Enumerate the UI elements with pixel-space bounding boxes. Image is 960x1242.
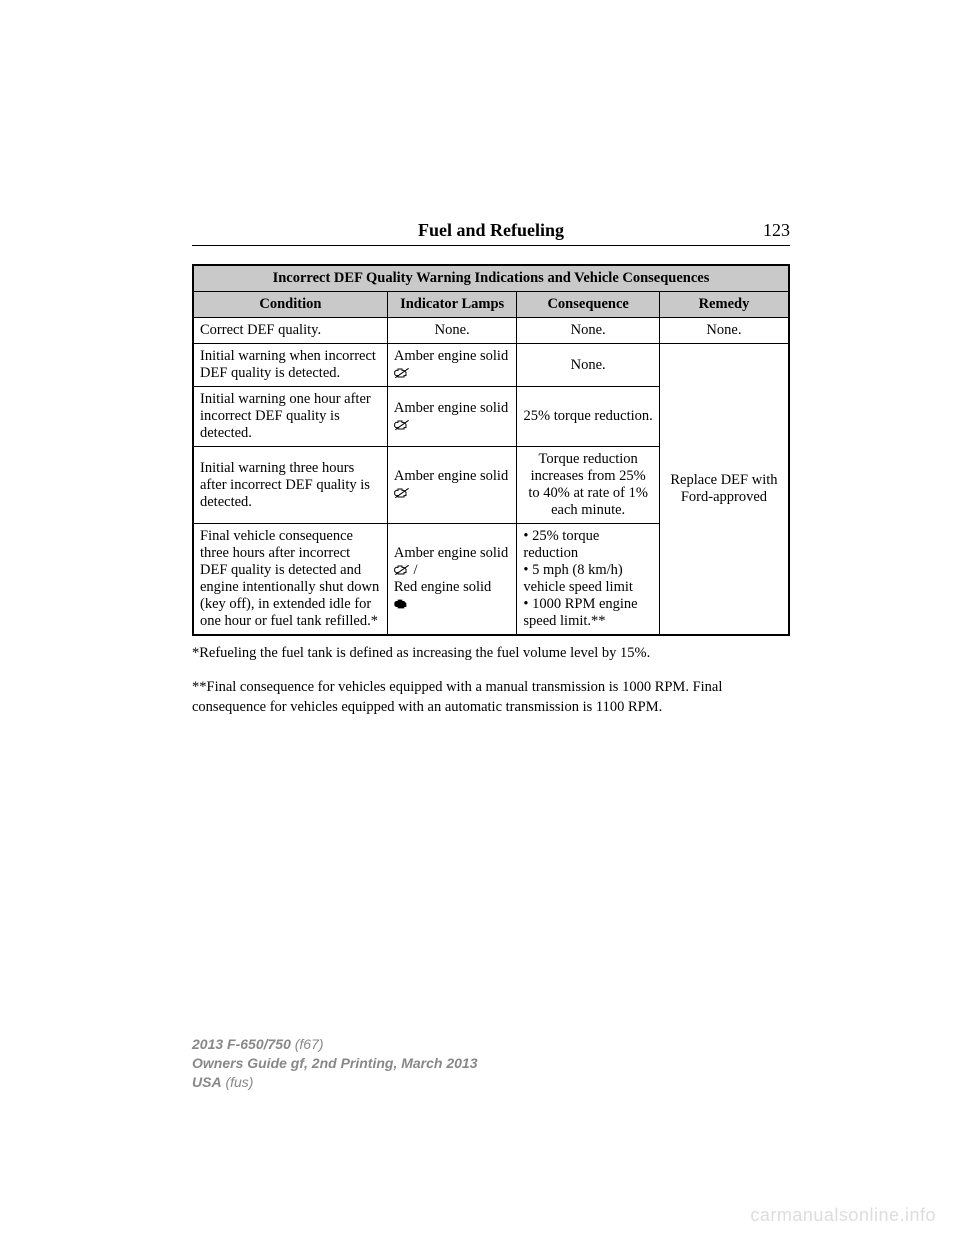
cell-indicator: Amber engine solid [387,344,517,387]
cell-consequence: None. [517,318,660,344]
footer-region-code: (fus) [222,1074,254,1090]
table-row: Initial warning when incorrect DEF quali… [193,344,789,387]
col-header-indicator: Indicator Lamps [387,292,517,318]
consequence-item: 25% torque reduction [523,528,653,562]
cell-condition: Final vehicle consequence three hours af… [193,524,387,636]
cell-consequence: 25% torque reduction. [517,387,660,447]
indicator-text: Amber engine solid [394,400,508,416]
engine-solid-icon [394,596,410,613]
cell-indicator: None. [387,318,517,344]
indicator-text: Amber engine solid [394,545,508,561]
watermark: carmanualsonline.info [750,1205,936,1226]
col-header-consequence: Consequence [517,292,660,318]
consequence-item: 1000 RPM engine speed limit.** [523,596,653,630]
footer-line-1: 2013 F-650/750 (f67) [192,1035,478,1054]
cell-indicator: Amber engine solid / Red engine solid [387,524,517,636]
indicator-sep: / [413,562,417,578]
engine-outline-icon [394,485,410,502]
cell-consequence: None. [517,344,660,387]
cell-remedy: None. [659,318,789,344]
cell-consequence: 25% torque reduction 5 mph (8 km/h) vehi… [517,524,660,636]
cell-condition: Initial warning three hours after incorr… [193,447,387,524]
footer-line-3: USA (fus) [192,1073,478,1092]
engine-outline-icon [394,417,410,434]
col-header-condition: Condition [193,292,387,318]
page-content: Fuel and Refueling 123 Incorrect DEF Qua… [0,0,960,717]
table-row: Correct DEF quality. None. None. None. [193,318,789,344]
cell-condition: Initial warning one hour after incorrect… [193,387,387,447]
cell-indicator: Amber engine solid [387,387,517,447]
section-title: Fuel and Refueling [242,220,740,241]
footer-code: (f67) [291,1036,324,1052]
col-header-remedy: Remedy [659,292,789,318]
engine-outline-icon [394,365,410,382]
page-footer: 2013 F-650/750 (f67) Owners Guide gf, 2n… [192,1035,478,1092]
footnote-2: **Final consequence for vehicles equippe… [192,678,790,717]
cell-remedy-span: Replace DEF with Ford-approved [659,344,789,636]
cell-condition: Correct DEF quality. [193,318,387,344]
cell-consequence: Torque reduction increases from 25% to 4… [517,447,660,524]
page-header: Fuel and Refueling 123 [192,220,790,246]
page-number: 123 [740,220,790,241]
consequence-item: 5 mph (8 km/h) vehicle speed limit [523,562,653,596]
footer-line-2: Owners Guide gf, 2nd Printing, March 201… [192,1054,478,1073]
footnote-1: *Refueling the fuel tank is defined as i… [192,644,790,664]
cell-condition: Initial warning when incorrect DEF quali… [193,344,387,387]
indicator-text: Amber engine solid [394,468,508,484]
engine-outline-icon [394,562,410,579]
table-title: Incorrect DEF Quality Warning Indication… [193,265,789,292]
footer-model: 2013 F-650/750 [192,1036,291,1052]
cell-indicator: Amber engine solid [387,447,517,524]
def-quality-table: Incorrect DEF Quality Warning Indication… [192,264,790,636]
footer-region: USA [192,1074,222,1090]
indicator-text: Amber engine solid [394,348,508,364]
indicator-text: Red engine solid [394,579,491,595]
